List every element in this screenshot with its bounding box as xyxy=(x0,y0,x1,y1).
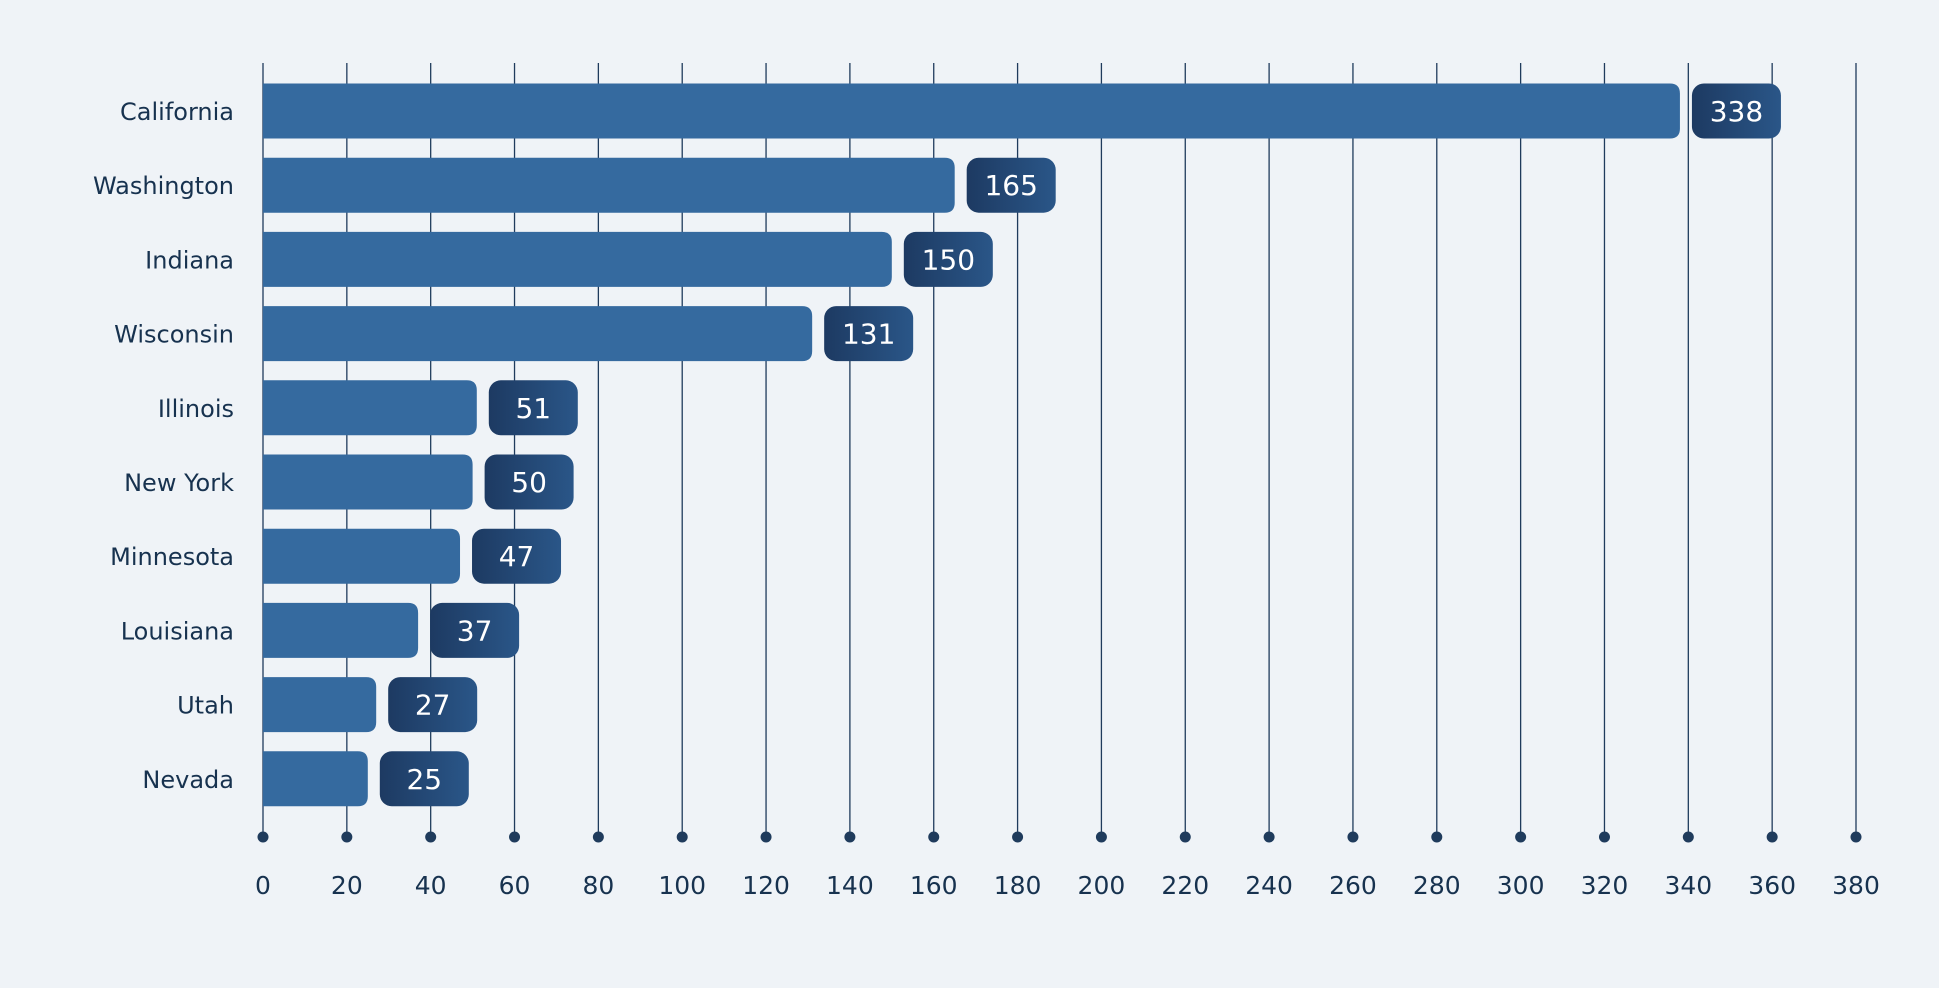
value-label-box xyxy=(472,528,562,584)
x-tick-label: 20 xyxy=(331,871,363,900)
x-tick-label: 120 xyxy=(742,871,790,900)
value-label: 37 xyxy=(457,614,493,647)
category-label: New York xyxy=(124,469,234,497)
bar xyxy=(263,380,477,436)
axis-tick-dot xyxy=(1850,831,1862,843)
x-tick-label: 160 xyxy=(910,871,958,900)
value-label-box xyxy=(903,231,993,287)
x-tick-label: 0 xyxy=(255,871,271,900)
x-tick-label: 320 xyxy=(1581,871,1629,900)
bar xyxy=(263,602,419,658)
axis-tick-dot xyxy=(844,831,856,843)
axis-tick-dot xyxy=(1095,831,1107,843)
x-axis: 0 20 40 60 80 100 120 140 160 180 200 220 240 260 280 3… xyxy=(255,831,1880,900)
axis-tick-dot xyxy=(1347,831,1359,843)
x-tick-label: 360 xyxy=(1748,871,1796,900)
value-label-box xyxy=(430,602,520,658)
x-tick-label: 340 xyxy=(1664,871,1712,900)
axis-tick-dot xyxy=(1766,831,1778,843)
value-label-box xyxy=(484,454,574,510)
value-label: 338 xyxy=(1710,95,1763,128)
bar xyxy=(263,83,1680,139)
bar xyxy=(263,231,892,287)
axis-tick-dot xyxy=(1515,831,1527,843)
category-label: Washington xyxy=(93,172,234,200)
axis-tick-dot xyxy=(1431,831,1443,843)
x-tick-label: 200 xyxy=(1078,871,1126,900)
bars xyxy=(263,83,1680,807)
value-label: 50 xyxy=(511,466,547,499)
axis-tick-dot xyxy=(1012,831,1024,843)
value-label-box xyxy=(1691,83,1781,139)
bar xyxy=(263,454,473,510)
value-label: 27 xyxy=(415,689,451,722)
value-label: 150 xyxy=(922,243,975,276)
x-tick-label: 220 xyxy=(1161,871,1209,900)
value-label-box xyxy=(379,751,469,807)
category-label: Minnesota xyxy=(110,543,234,571)
category-label: Indiana xyxy=(145,246,234,274)
value-label: 25 xyxy=(406,763,442,796)
category-label: Nevada xyxy=(142,766,234,794)
category-label: Louisiana xyxy=(121,617,234,645)
x-tick-label: 180 xyxy=(994,871,1042,900)
x-tick-label: 300 xyxy=(1497,871,1545,900)
category-label: Illinois xyxy=(158,395,234,423)
value-label-box xyxy=(388,677,478,733)
axis-tick-dot xyxy=(676,831,688,843)
axis-tick-dot xyxy=(760,831,772,843)
x-tick-label: 60 xyxy=(499,871,531,900)
x-tick-label: 240 xyxy=(1245,871,1293,900)
axis-tick-dot xyxy=(425,831,437,843)
axis-tick-dot xyxy=(257,831,269,843)
axis-tick-dot xyxy=(592,831,604,843)
value-label: 165 xyxy=(984,169,1037,202)
value-label-box xyxy=(824,306,914,362)
category-labels: California Washington Indiana Wisconsin Illi… xyxy=(93,98,234,794)
category-label: Wisconsin xyxy=(114,321,234,349)
x-tick-label: 280 xyxy=(1413,871,1461,900)
category-label: Utah xyxy=(177,692,234,720)
bar xyxy=(263,528,461,584)
x-tick-label: 260 xyxy=(1329,871,1377,900)
bar xyxy=(263,306,813,362)
value-labels: 338 165 150 131 51 50 47 37 27 25 xyxy=(379,83,1781,807)
axis-tick-dot xyxy=(928,831,940,843)
bar xyxy=(263,751,368,807)
x-tick-label: 40 xyxy=(415,871,447,900)
bar xyxy=(263,677,377,733)
x-tick-label: 100 xyxy=(658,871,706,900)
value-label: 131 xyxy=(842,318,895,351)
axis-tick-dot xyxy=(1598,831,1610,843)
value-label: 51 xyxy=(515,392,551,425)
x-tick-label: 380 xyxy=(1832,871,1880,900)
axis-tick-dot xyxy=(509,831,521,843)
category-label: California xyxy=(120,98,234,126)
axis-tick-dot xyxy=(1682,831,1694,843)
value-label-box xyxy=(488,380,578,436)
axis-tick-dot xyxy=(1179,831,1191,843)
axis-tick-dot xyxy=(341,831,353,843)
x-tick-label: 140 xyxy=(826,871,874,900)
value-label-box xyxy=(966,157,1056,213)
x-tick-label: 80 xyxy=(582,871,614,900)
value-label: 47 xyxy=(499,540,535,573)
bar xyxy=(263,157,955,213)
axis-tick-dot xyxy=(1263,831,1275,843)
